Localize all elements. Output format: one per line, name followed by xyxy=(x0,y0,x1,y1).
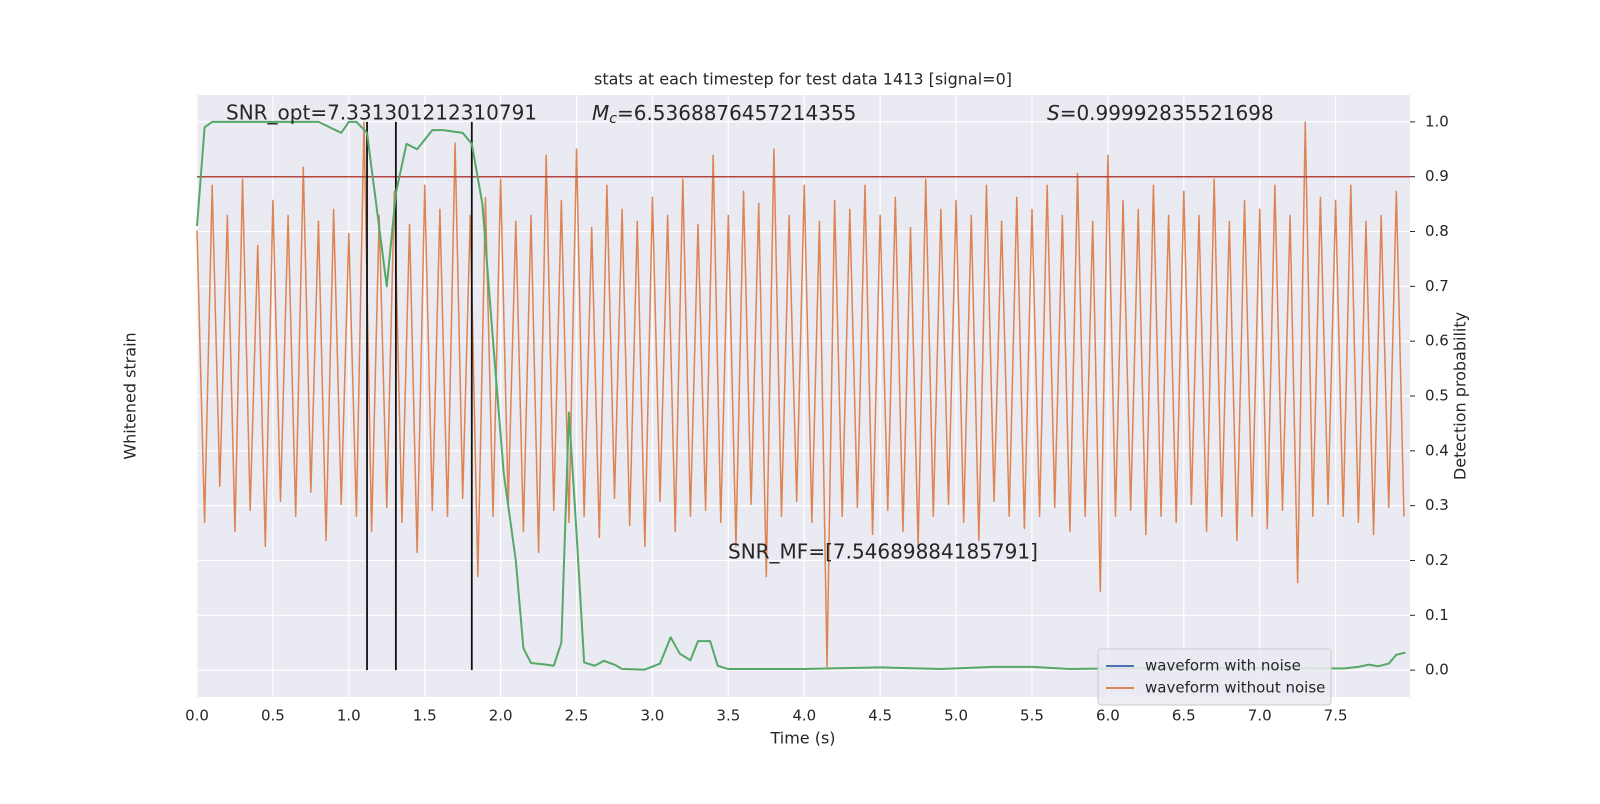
x-tick-label: 0.0 xyxy=(185,707,209,725)
annotation-subscript: c xyxy=(609,111,617,127)
series-line xyxy=(196,120,1406,671)
x-tick-label: 1.5 xyxy=(413,707,437,725)
annotation: Mc=6.5368876457214355 xyxy=(592,101,856,128)
x-tick-label: 5.0 xyxy=(944,707,968,725)
x-tick-label: 4.5 xyxy=(868,707,892,725)
legend-label: waveform without noise xyxy=(1145,679,1325,697)
x-tick-label: 6.5 xyxy=(1172,707,1196,725)
annotation-value: =6.5368876457214355 xyxy=(617,101,856,125)
annotation: SNR_MF=[7.54689884185791] xyxy=(728,540,1038,564)
x-tick-label: 5.5 xyxy=(1020,707,1044,725)
x-axis-label: Time (s) xyxy=(769,729,835,748)
legend: waveform with noise waveform without nois… xyxy=(1097,648,1332,706)
y2-tick-label: 0.1 xyxy=(1425,606,1449,624)
x-tick-label: 2.0 xyxy=(489,707,513,725)
annotation: S=0.99992835521698 xyxy=(1047,101,1274,125)
y2-tick-label: 0.3 xyxy=(1425,496,1449,514)
chart-title: stats at each timestep for test data 141… xyxy=(594,70,1012,89)
legend-label: waveform with noise xyxy=(1145,657,1301,675)
y2-axis-label: Detection probability xyxy=(1451,312,1470,480)
x-tick-label: 0.5 xyxy=(261,707,285,725)
y2-tick-label: 0.7 xyxy=(1425,277,1449,295)
x-tick-label: 7.0 xyxy=(1248,707,1272,725)
y2-tick-label: 0.8 xyxy=(1425,222,1449,240)
x-tick-label: 6.0 xyxy=(1096,707,1120,725)
y2-tick-label: 1.0 xyxy=(1425,112,1449,130)
y2-tick-label: 0.5 xyxy=(1425,387,1449,405)
x-tick-label: 1.0 xyxy=(337,707,361,725)
y2-tick-label: 0.0 xyxy=(1425,661,1449,679)
marks xyxy=(196,120,1410,671)
y-axis-label: Whitened strain xyxy=(121,332,140,459)
x-tick-label: 7.5 xyxy=(1324,707,1348,725)
x-tick-label: 4.0 xyxy=(792,707,816,725)
legend-box xyxy=(1097,648,1332,706)
y2-tick-label: 0.6 xyxy=(1425,332,1449,350)
y2-tick-label: 0.2 xyxy=(1425,551,1449,569)
y2-tick-label: 0.9 xyxy=(1425,167,1449,185)
series-line xyxy=(196,121,1405,668)
x-tick-label: 3.5 xyxy=(716,707,740,725)
annotation: SNR_opt=7.331301212310791 xyxy=(226,101,537,125)
annotation-symbol: S xyxy=(1047,101,1060,125)
annotation-symbol: M xyxy=(592,101,609,125)
x-tick-label: 2.5 xyxy=(565,707,589,725)
x-tick-label: 3.0 xyxy=(641,707,665,725)
y2-tick-label: 0.4 xyxy=(1425,441,1449,459)
annotation-value: =0.99992835521698 xyxy=(1060,101,1274,125)
